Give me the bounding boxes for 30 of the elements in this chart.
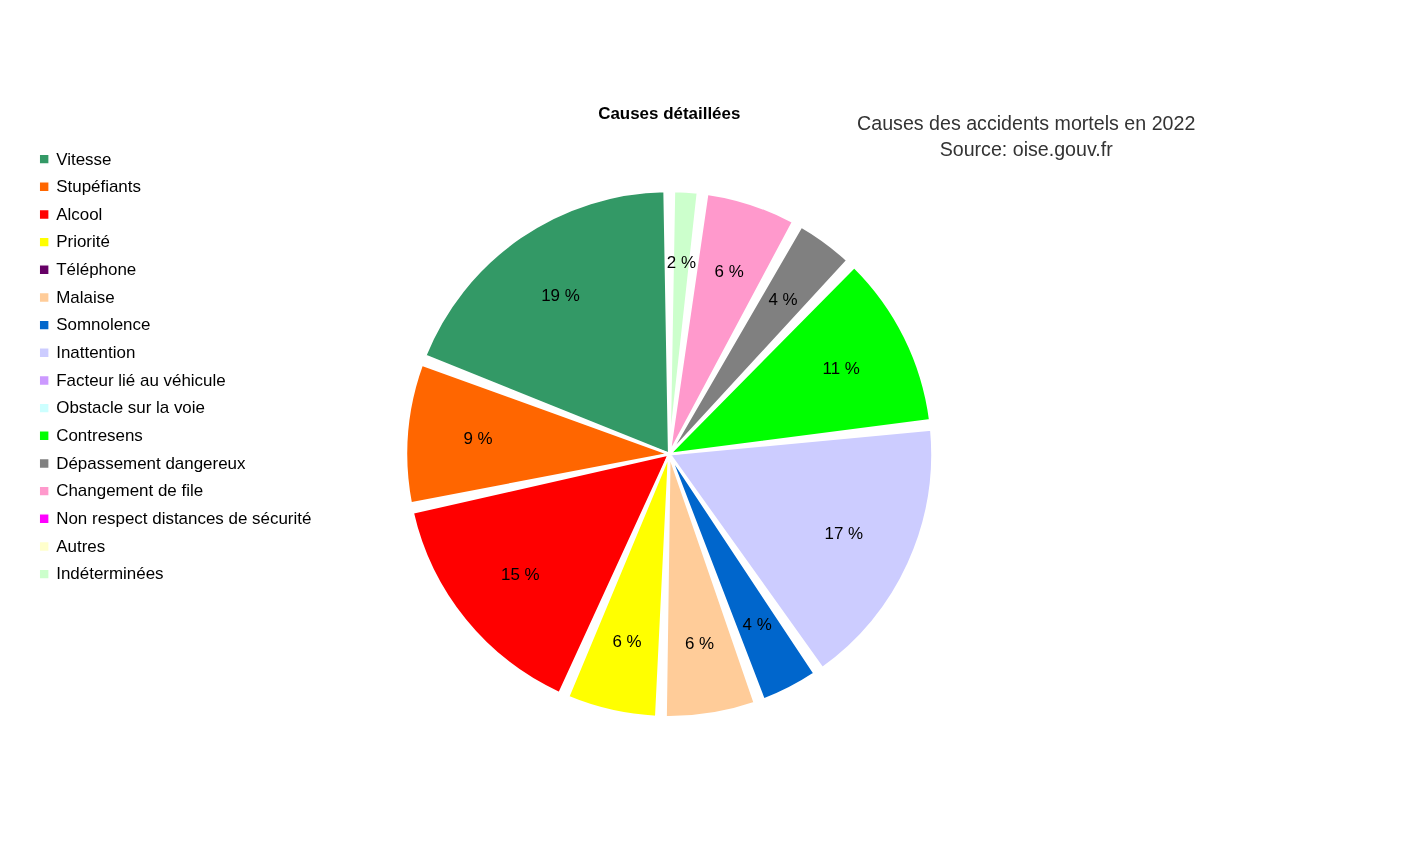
data-label: 6 % (714, 262, 744, 282)
legend-label: Téléphone (56, 260, 137, 280)
source-note: Source: oise.gouv.fr (939, 138, 1114, 161)
data-label: 6 % (612, 631, 642, 651)
legend-label: Indéterminées (56, 564, 164, 584)
data-label: 9 % (463, 429, 493, 449)
legend-label: Stupéfiants (56, 177, 141, 197)
legend-label: Facteur lié au véhicule (56, 370, 226, 390)
data-label: 6 % (684, 633, 715, 653)
legend-label: Priorité (56, 232, 110, 252)
data-label: 15 % (501, 565, 540, 585)
legend-label: Non respect distances de sécurité (56, 509, 312, 529)
data-label: 2 % (666, 252, 697, 272)
legend-label: Inattention (56, 343, 136, 363)
legend-label: Contresens (56, 426, 143, 446)
data-label: 11 % (822, 359, 860, 379)
data-label: 4 % (742, 614, 772, 634)
legend-label: Changement de file (56, 481, 204, 501)
chart-title: Causes détaillées (598, 104, 741, 124)
legend-label: Somnolence (56, 315, 151, 335)
legend-label: Autres (56, 536, 106, 556)
legend-label: Obstacle sur la voie (56, 398, 205, 418)
data-label: 19 % (541, 286, 580, 306)
legend-label: Dépassement dangereux (56, 453, 247, 473)
legend-label: Vitesse (56, 149, 112, 169)
data-label: 4 % (768, 289, 798, 309)
legend-label: Malaise (56, 287, 115, 307)
legend-label: Alcool (56, 204, 103, 224)
data-label: 17 % (824, 524, 864, 544)
text: Causes des accidents mortels en 2022 (857, 112, 1196, 135)
